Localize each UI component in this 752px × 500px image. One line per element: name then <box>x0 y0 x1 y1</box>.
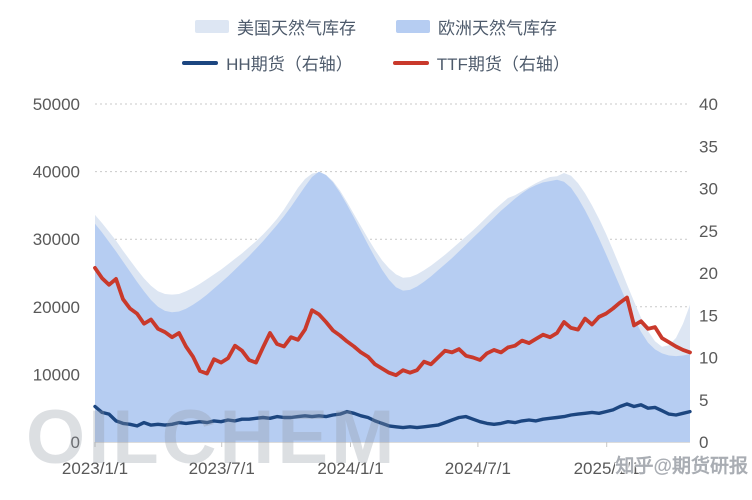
legend-row-lines: HH期货（右轴） TTF期货（右轴） <box>182 50 570 75</box>
right-axis-label: 15 <box>699 306 718 325</box>
area-series <box>95 171 690 442</box>
x-axis-label: 2025/1/1 <box>574 459 640 478</box>
right-axis-label: 30 <box>699 180 718 199</box>
right-axis-label: 10 <box>699 349 718 368</box>
line-series <box>93 265 692 378</box>
left-axis-label: 40000 <box>33 163 80 182</box>
left-axis-label: 30000 <box>33 230 80 249</box>
us-area-swatch-icon <box>195 20 229 33</box>
x-axis-label: 2024/1/1 <box>317 459 383 478</box>
left-axis-label: 50000 <box>33 95 80 114</box>
legend-item-ttf-futures[interactable]: TTF期货（右轴） <box>392 50 570 75</box>
legend-row-areas: 美国天然气库存 欧洲天然气库存 <box>195 14 557 39</box>
x-axis-label: 2024/7/1 <box>445 459 511 478</box>
chart-legend: 美国天然气库存 欧洲天然气库存 HH期货（右轴） TTF期货（右轴） <box>0 14 752 75</box>
legend-item-us-inventory[interactable]: 美国天然气库存 <box>195 14 356 39</box>
right-axis-label: 35 <box>699 137 718 156</box>
legend-label-us: 美国天然气库存 <box>237 19 356 38</box>
eu-area-swatch-icon <box>396 20 430 33</box>
x-axis-label: 2023/1/1 <box>62 459 128 478</box>
left-axis-label: 0 <box>71 433 80 452</box>
right-axis-label: 20 <box>699 264 718 283</box>
legend-item-eu-inventory[interactable]: 欧洲天然气库存 <box>396 14 557 39</box>
right-axis-label: 0 <box>699 433 708 452</box>
hh-line-swatch-icon <box>182 60 219 65</box>
legend-label-eu: 欧洲天然气库存 <box>438 19 557 38</box>
x-axis-label: 2023/7/1 <box>189 459 255 478</box>
ttf-line-swatch-icon <box>392 60 429 65</box>
line-series <box>93 402 692 430</box>
legend-item-hh-futures[interactable]: HH期货（右轴） <box>182 50 353 75</box>
right-axis-label: 40 <box>699 95 718 114</box>
legend-label-hh: HH期货（右轴） <box>226 55 353 74</box>
left-axis-label: 10000 <box>33 365 80 384</box>
left-axis-label: 20000 <box>33 298 80 317</box>
right-axis-label: 25 <box>699 222 718 241</box>
legend-label-ttf: TTF期货（右轴） <box>436 55 570 74</box>
right-axis-label: 5 <box>699 391 708 410</box>
